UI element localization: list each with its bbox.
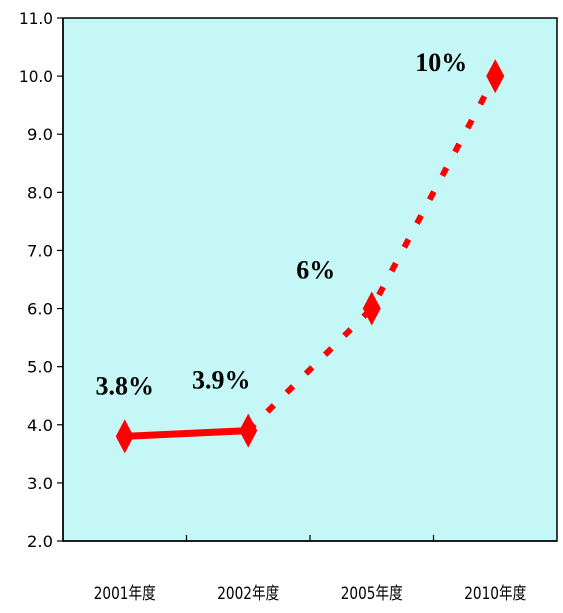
y-tick-label: 3.0 [27,474,53,493]
y-tick-label: 6.0 [27,300,53,319]
y-tick-label: 7.0 [27,241,53,260]
y-tick-label: 10.0 [19,67,53,86]
data-point-marker [362,291,381,326]
x-tick-label: 2001年度 [94,584,156,604]
x-tick-label: 2010年度 [464,584,526,604]
x-tick-label: 2005年度 [341,584,403,604]
data-point-marker [115,419,134,454]
data-label: 10% [415,48,467,77]
y-tick-label: 11.0 [19,9,53,28]
x-axis: 2001年度 2002年度 2005年度 2010年度 [63,535,557,604]
data-label: 3.8% [96,371,155,400]
x-tick-label: 2002年度 [217,584,279,604]
data-labels: 3.8% 3.9% 6% 10% [96,48,468,400]
data-label: 6% [296,256,335,285]
y-tick-label: 5.0 [27,358,53,377]
y-axis: 2.0 3.0 4.0 5.0 6.0 7.0 8.0 9.0 10.0 11.0 [19,9,64,551]
plot-area [62,17,558,542]
data-markers [115,59,505,454]
series-line [124,74,498,440]
y-tick-label: 8.0 [27,183,53,202]
y-tick-label: 4.0 [27,416,53,435]
data-label: 3.9% [192,366,251,395]
y-tick-label: 9.0 [27,125,53,144]
data-point-marker [239,413,258,448]
series-segment-solid [124,427,249,440]
data-point-marker [486,59,505,94]
y-tick-label: 2.0 [27,532,53,551]
series-segment-dashed [246,74,498,433]
